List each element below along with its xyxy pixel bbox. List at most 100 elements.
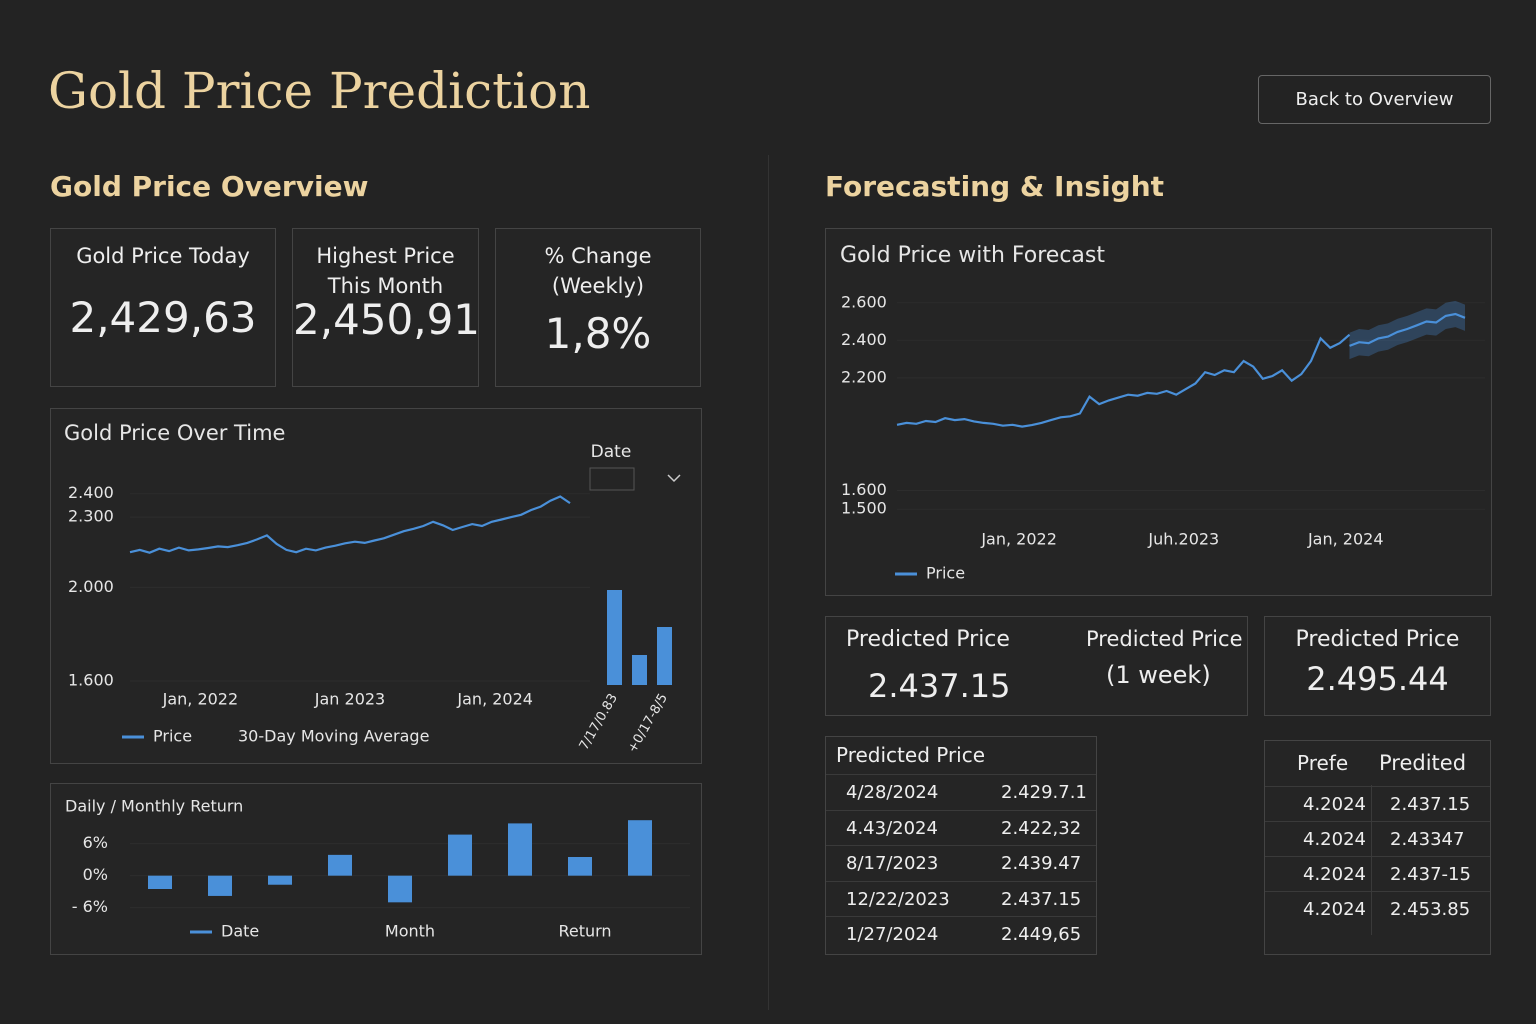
table-header: Prefe bbox=[1297, 751, 1349, 775]
filter-box[interactable] bbox=[589, 467, 635, 491]
price-line bbox=[896, 333, 1351, 428]
table-row: 4.2024 2.437-15 bbox=[1265, 856, 1490, 892]
chart-panel bbox=[825, 228, 1492, 596]
y-tick-label: 2.400 bbox=[68, 483, 114, 502]
kpi-label: Gold Price Today bbox=[76, 244, 250, 268]
kpi-label: (Weekly) bbox=[551, 274, 645, 298]
table-row: 4.43/2024 2.422,32 bbox=[826, 809, 1096, 846]
bar bbox=[607, 590, 622, 685]
table-cell: 12/22/2023 bbox=[846, 888, 950, 910]
kpi-card: % Change (Weekly) 1,8% bbox=[495, 228, 701, 387]
filter-label: Date bbox=[591, 442, 632, 462]
kpi-value: 1,8% bbox=[544, 309, 652, 358]
table-row: 4/28/2024 2.429.7.1 bbox=[826, 774, 1096, 810]
table-cell: 4.43/2024 bbox=[846, 817, 938, 839]
x-tick-label: Return bbox=[558, 922, 611, 941]
bar bbox=[208, 875, 232, 896]
bar bbox=[508, 823, 532, 876]
y-tick-label: 1.500 bbox=[841, 499, 887, 518]
y-tick-label: 0% bbox=[83, 865, 108, 884]
x-tick-label: +0/17-8/5 bbox=[625, 691, 671, 755]
bar bbox=[388, 875, 412, 903]
x-tick-label: 7/17/0.83 bbox=[577, 691, 621, 753]
table-row: 4.2024 2.453.85 bbox=[1265, 891, 1490, 927]
x-tick-label: Jan 2023 bbox=[314, 690, 385, 709]
y-tick-label: 2.600 bbox=[841, 292, 887, 311]
table-cell: 2.449,65 bbox=[1001, 924, 1082, 945]
y-tick-label: - 6% bbox=[72, 897, 108, 916]
table-cell: 2.43347 bbox=[1390, 829, 1465, 850]
legend-label: Date bbox=[221, 922, 259, 941]
prediction-value: 2.437.15 bbox=[868, 667, 1011, 705]
kpi-card: Gold Price Today 2,429,63 bbox=[50, 228, 276, 387]
column-divider bbox=[1371, 785, 1372, 935]
section-title: Gold Price Overview bbox=[50, 170, 369, 203]
bar bbox=[268, 875, 292, 885]
x-tick-label: Juh.2023 bbox=[1147, 530, 1219, 549]
x-tick-label: Month bbox=[385, 922, 435, 941]
price-line bbox=[129, 495, 571, 554]
table-row: 8/17/2023 2.439.47 bbox=[826, 845, 1096, 881]
kpi-label: % Change bbox=[544, 244, 652, 268]
table-cell: 2.437-15 bbox=[1390, 864, 1471, 885]
table-header: Predited bbox=[1379, 751, 1467, 775]
chart: Gold Price Over Time 2.400 2.300 2.000 1.600… bbox=[64, 421, 681, 756]
table-row: 4.2024 2.437.15 bbox=[1265, 786, 1490, 822]
table-cell: 2.429.7.1 bbox=[1001, 782, 1087, 803]
table-cell: 4/28/2024 bbox=[846, 782, 939, 803]
legend-label: Price bbox=[926, 564, 965, 583]
legend-label: 30-Day Moving Average bbox=[238, 727, 429, 746]
bar bbox=[657, 627, 672, 685]
prediction-card: Predicted Price 2.437.15 Predicted Price… bbox=[825, 616, 1248, 716]
y-tick-label: 2.400 bbox=[841, 330, 887, 349]
y-tick-label: 1.600 bbox=[68, 671, 114, 690]
chart: Daily / Monthly Return 6% 0% - 6% Month Retur… bbox=[65, 797, 690, 941]
prediction-table: Predicted Price 4/28/2024 2.429.7.1 4.43/2… bbox=[825, 736, 1097, 955]
price-line bbox=[1349, 312, 1466, 347]
prediction-value: 2.495.44 bbox=[1306, 660, 1449, 698]
bar bbox=[148, 875, 172, 889]
table-cell: 4.2024 bbox=[1303, 899, 1366, 920]
x-tick-label: Jan, 2022 bbox=[980, 530, 1057, 549]
prediction-label: Predicted Price bbox=[1295, 627, 1460, 652]
back-button[interactable]: Back to Overview bbox=[1258, 75, 1491, 124]
kpi-card: Highest Price This Month 2,450,91 bbox=[292, 228, 481, 387]
table-row: 12/22/2023 2.437.15 bbox=[826, 880, 1096, 917]
filter-chevron[interactable] bbox=[667, 474, 681, 483]
bar bbox=[448, 834, 472, 876]
table-cell: 2.439.47 bbox=[1001, 853, 1082, 874]
table-cell: 4.2024 bbox=[1303, 864, 1366, 885]
prediction-value: (1 week) bbox=[1106, 661, 1211, 689]
table-cell: 2.453.85 bbox=[1390, 899, 1471, 920]
page-title: Gold Price Prediction bbox=[48, 62, 591, 120]
y-tick-label: 2.000 bbox=[68, 577, 114, 596]
chart-panel bbox=[50, 783, 702, 955]
kpi-value: 2,429,63 bbox=[69, 293, 257, 342]
bar bbox=[328, 854, 352, 876]
table-row: 1/27/2024 2.449,65 bbox=[826, 916, 1096, 952]
bar bbox=[628, 820, 652, 876]
kpi-label: This Month bbox=[327, 274, 444, 298]
kpi-label: Highest Price bbox=[316, 244, 455, 268]
x-tick-label: Jan, 2024 bbox=[456, 690, 533, 709]
table-row: 4.2024 2.43347 bbox=[1265, 821, 1490, 857]
table-header: Predicted Price bbox=[836, 743, 986, 767]
y-tick-label: 2.200 bbox=[841, 367, 887, 386]
chart-panel bbox=[50, 408, 702, 764]
chart-title: Daily / Monthly Return bbox=[65, 797, 243, 816]
divider bbox=[768, 155, 769, 1010]
kpi-value: 2,450,91 bbox=[293, 295, 481, 344]
chart-title: Gold Price Over Time bbox=[64, 421, 285, 445]
table-cell: 2.437.15 bbox=[1390, 794, 1471, 815]
y-tick-label: 6% bbox=[83, 833, 108, 852]
bar bbox=[568, 857, 592, 876]
table-cell: 4.2024 bbox=[1303, 794, 1366, 815]
table-cell: 2.422,32 bbox=[1001, 817, 1082, 839]
legend-label: Price bbox=[153, 727, 192, 746]
chart-title: Gold Price with Forecast bbox=[840, 243, 1105, 268]
prediction-label: Predicted Price bbox=[846, 627, 1010, 652]
table-cell: 2.437.15 bbox=[1001, 888, 1082, 910]
y-tick-label: 2.300 bbox=[68, 507, 114, 526]
y-tick-label: 1.600 bbox=[841, 480, 887, 499]
